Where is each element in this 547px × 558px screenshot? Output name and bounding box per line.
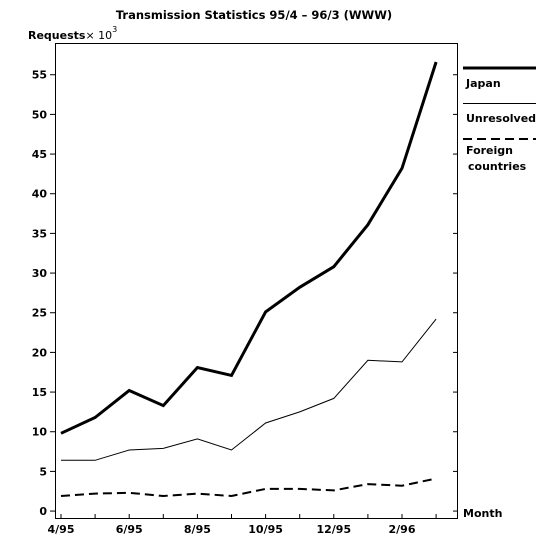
x-tick-label-2-96: 2/96 [389,523,416,536]
x-tick-label-10-95: 10/95 [248,523,283,536]
y-tick-label-35: 35 [32,227,47,240]
x-axis-ticks: 4/95 6/95 8/95 10/95 12/95 2/96 [48,514,437,536]
x-tick-label-4-95: 4/95 [48,523,75,536]
y-tick-label-10: 10 [32,426,48,439]
x-axis-label: Month [463,507,502,520]
legend-label-foreign-line1: Foreign [466,144,513,157]
y-axis-ticks: 0 5 10 15 20 25 30 35 40 45 50 55 [32,69,458,518]
y-axis-label: Requests× 103 [28,25,117,42]
legend-label-japan: Japan [465,77,501,90]
legend-label-unresolved: Unresolved [466,112,536,125]
svg-text:Requests× 103: Requests× 103 [28,25,117,42]
y-tick-label-0: 0 [39,505,47,518]
y-axis-label-suffix: × 10 [85,29,112,42]
series-line-unresolved [61,318,437,461]
y-tick-label-50: 50 [32,108,48,121]
legend-label-foreign-line2: countries [468,160,527,173]
point-2-8-95 [197,493,198,494]
y-tick-label-55: 55 [32,69,47,82]
y-tick-label-45: 45 [32,148,47,161]
chart-title: Transmission Statistics 95/4 – 96/3 (WWW… [116,8,392,22]
point-2-10-95 [265,488,266,489]
x-tick-label-8-95: 8/95 [184,523,211,536]
legend: Japan Unresolved Foreign countries [463,66,536,173]
series-line-foreign-countries [60,477,437,498]
x-tick-label-6-95: 6/95 [116,523,143,536]
y-tick-label-40: 40 [32,188,48,201]
legend-label-foreign: Foreign countries [466,144,527,173]
y-tick-label-20: 20 [32,346,48,359]
y-axis-label-exponent: 3 [112,25,117,34]
series-line-japan [60,61,438,435]
y-tick-label-30: 30 [32,267,48,280]
point-2-6-95 [129,492,130,493]
y-axis-label-text: Requests [28,29,86,42]
y-tick-label-25: 25 [32,307,47,320]
y-tick-label-5: 5 [39,465,47,478]
y-tick-label-15: 15 [32,386,47,399]
data-series [60,61,438,498]
point-2-3-96 [436,478,437,479]
x-tick-label-12-95: 12/95 [316,523,351,536]
